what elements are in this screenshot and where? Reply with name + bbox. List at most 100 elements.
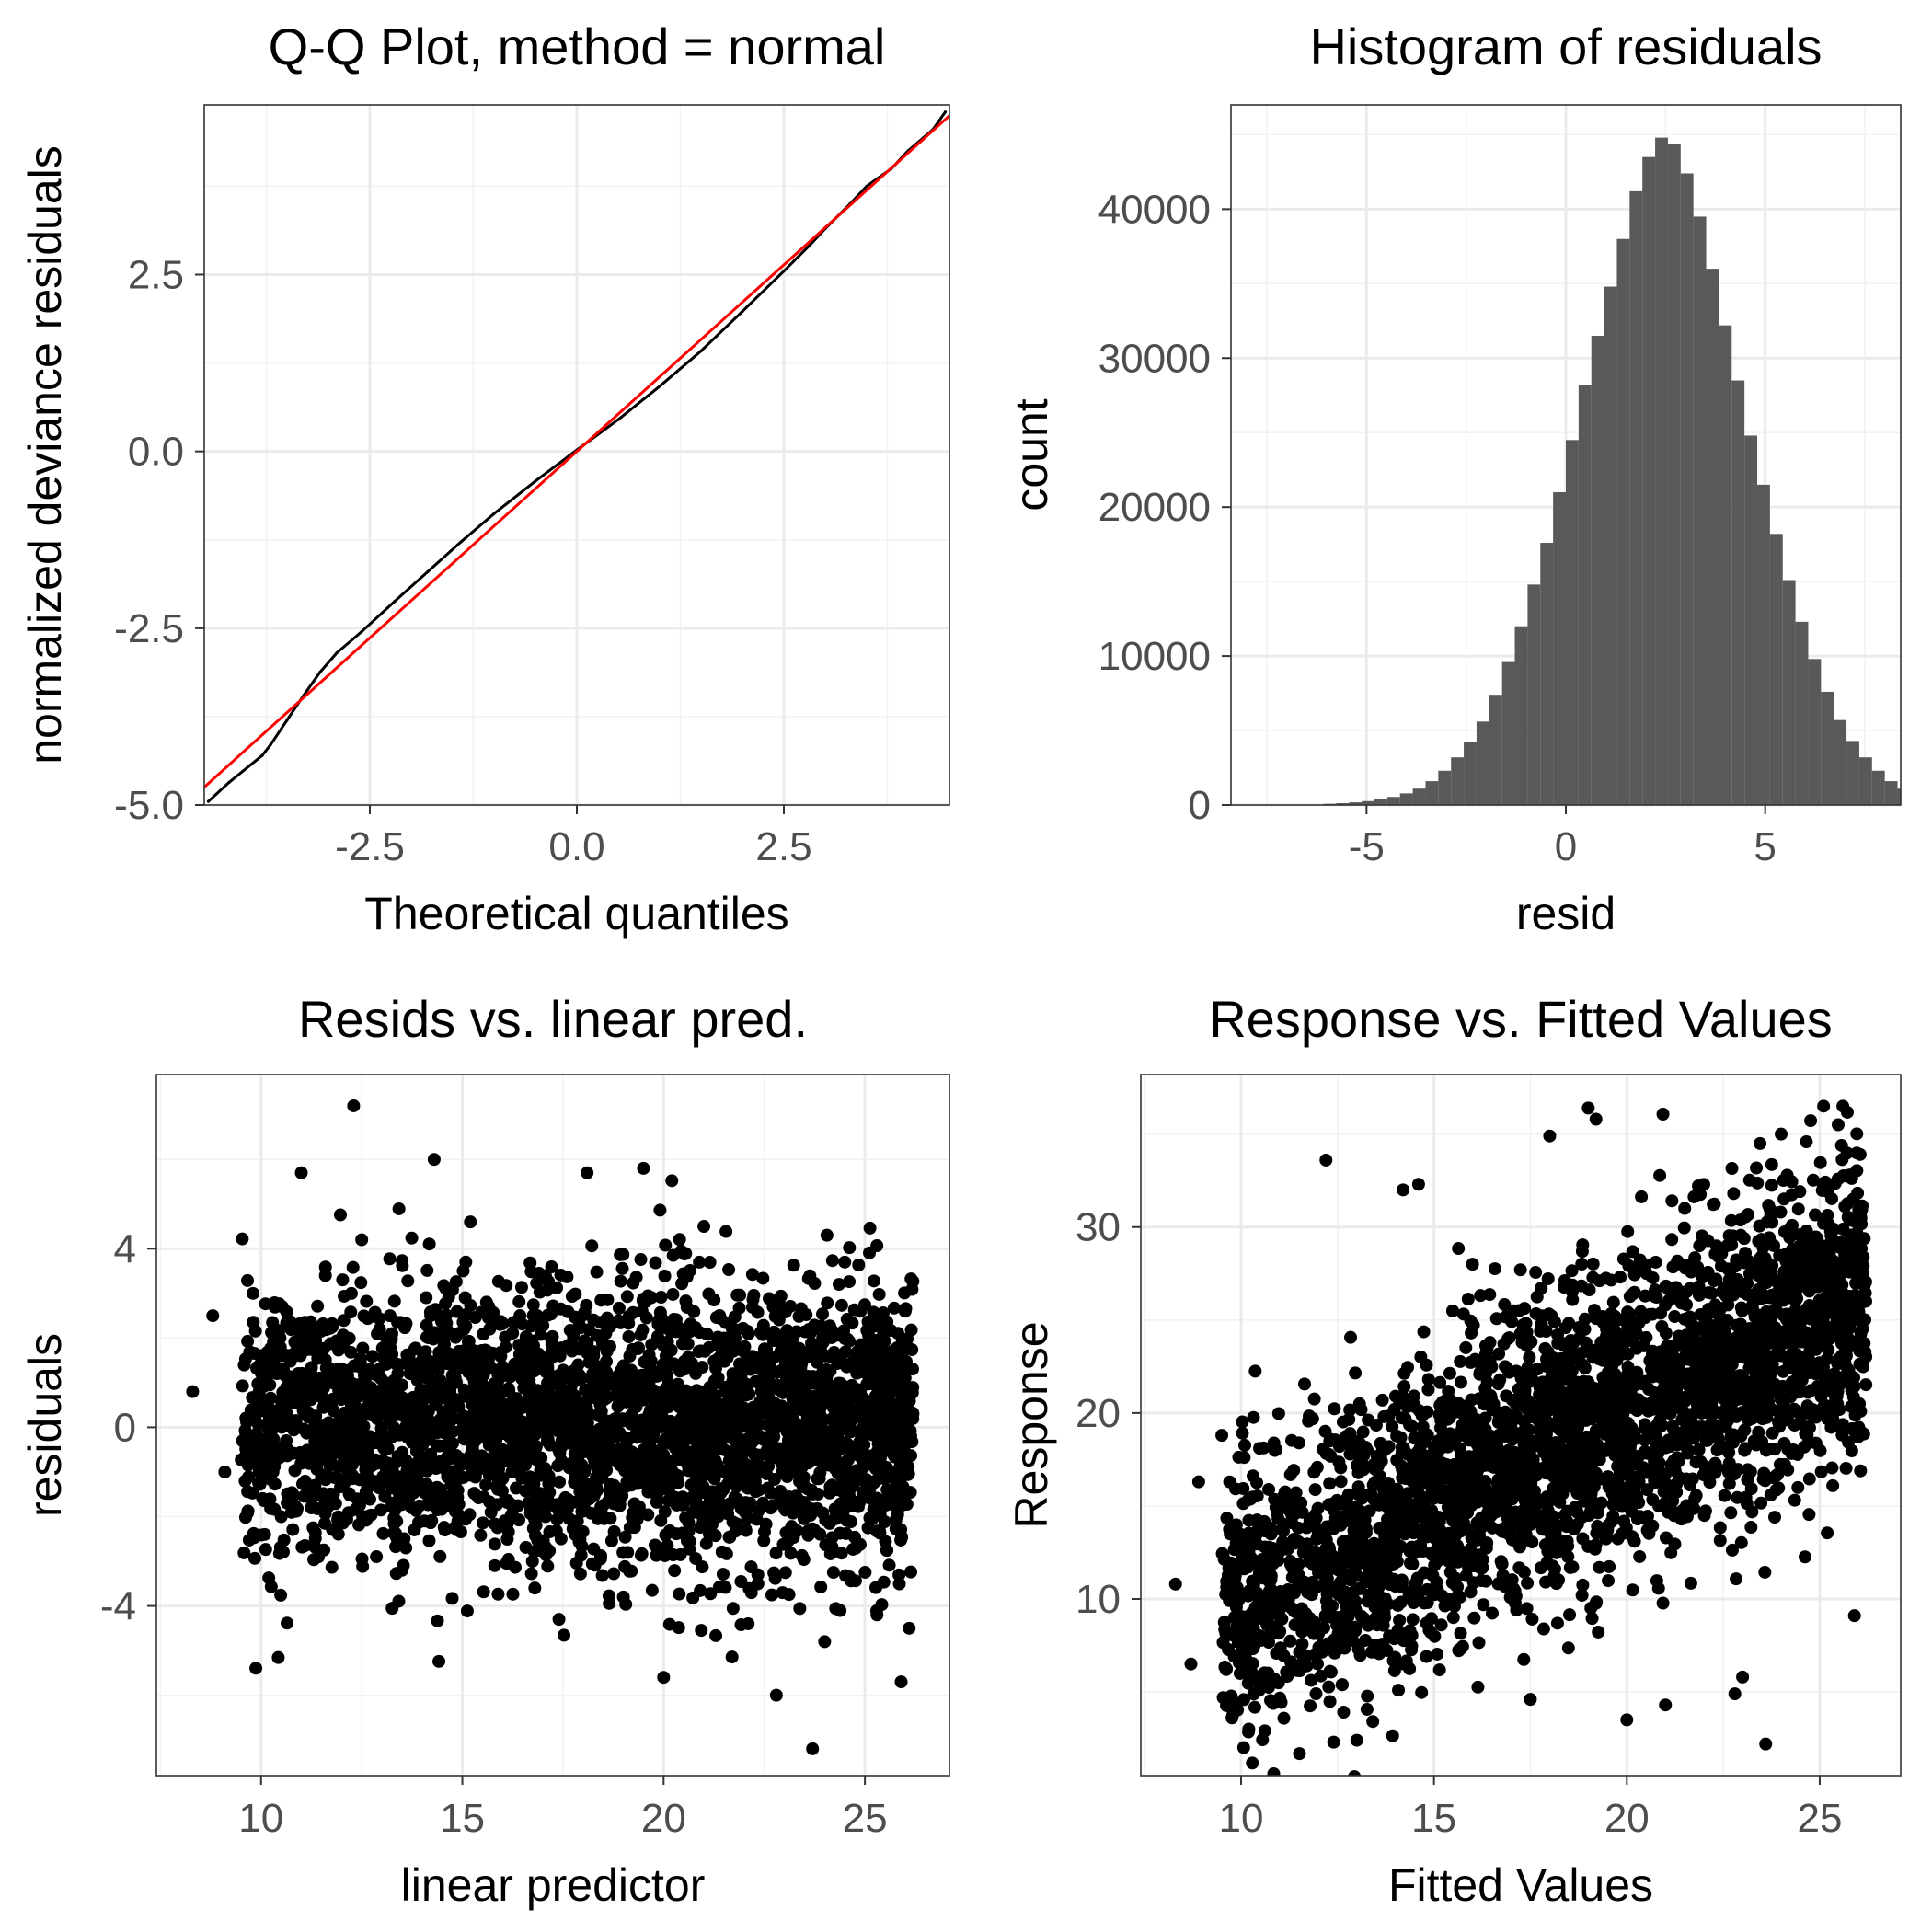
scatter-point: [333, 1208, 347, 1222]
scatter-point: [658, 1270, 672, 1283]
scatter-point: [309, 1409, 323, 1423]
scatter-point: [778, 1566, 792, 1580]
scatter-point: [680, 1300, 694, 1314]
x-tick-label: 25: [843, 1796, 888, 1841]
scatter-point: [741, 1481, 754, 1495]
scatter-point: [519, 1484, 533, 1498]
scatter-point: [574, 1548, 588, 1562]
scatter-point: [448, 1483, 462, 1497]
scatter-point: [1722, 1477, 1736, 1490]
scatter-point: [541, 1559, 555, 1573]
scatter-point: [821, 1296, 834, 1310]
scatter-point: [892, 1568, 906, 1581]
scatter-point: [636, 1323, 650, 1337]
scatter-point: [463, 1508, 477, 1522]
scatter-point: [268, 1478, 282, 1491]
scatter-point: [718, 1381, 731, 1395]
scatter-point: [667, 1357, 681, 1371]
scatter-point: [247, 1316, 260, 1329]
scatter-point: [727, 1369, 741, 1383]
scatter-point: [707, 1374, 721, 1387]
scatter-point: [718, 1415, 731, 1429]
scatter-point: [599, 1327, 613, 1340]
scatter-point: [691, 1499, 705, 1512]
scatter-point: [314, 1324, 328, 1338]
scatter-point: [238, 1423, 252, 1437]
scatter-point: [431, 1439, 444, 1453]
scatter-point: [797, 1470, 811, 1484]
scatter-point: [694, 1409, 707, 1422]
scatter-point: [615, 1412, 629, 1426]
histogram-bar: [1655, 137, 1668, 805]
scatter-point: [1353, 1649, 1367, 1662]
scatter-point: [863, 1221, 877, 1235]
scatter-point: [395, 1378, 408, 1392]
scatter-point: [787, 1400, 800, 1414]
scatter-point: [488, 1537, 501, 1551]
scatter-point: [592, 1388, 606, 1402]
scatter-point: [895, 1342, 909, 1356]
scatter-point: [359, 1463, 373, 1477]
histogram-bar: [1706, 269, 1719, 805]
scatter-point: [582, 1323, 596, 1337]
scatter-point: [696, 1361, 709, 1374]
scatter-point: [810, 1346, 823, 1360]
qq-point: [335, 651, 339, 655]
scatter-point: [634, 1253, 648, 1267]
scatter-point: [344, 1399, 358, 1413]
qq-point: [782, 270, 786, 273]
scatter-point: [623, 1349, 637, 1363]
scatter-point: [1713, 1534, 1727, 1547]
scatter-point: [822, 1516, 836, 1530]
scatter-point: [243, 1345, 257, 1359]
scatter-point: [790, 1386, 804, 1399]
scatter-point: [679, 1384, 693, 1397]
scatter-point: [659, 1238, 673, 1252]
scatter-point: [293, 1445, 307, 1459]
histogram-bar: [1629, 190, 1643, 805]
scatter-point: [464, 1215, 477, 1229]
scatter-point: [311, 1501, 325, 1515]
scatter-point: [822, 1319, 836, 1333]
scatter-point: [857, 1355, 871, 1369]
scatter-point: [255, 1349, 269, 1363]
scatter-point: [858, 1338, 872, 1351]
scatter-point: [445, 1411, 459, 1425]
scatter-point: [720, 1395, 734, 1409]
scatter-point: [898, 1286, 912, 1300]
scatter-point: [803, 1415, 817, 1429]
scatter-point: [390, 1455, 404, 1469]
scatter-point: [256, 1440, 270, 1454]
scatter-point: [819, 1538, 833, 1552]
scatter-point: [886, 1493, 900, 1507]
histogram-bar: [1858, 757, 1872, 805]
scatter-point: [512, 1294, 526, 1308]
scatter-point: [1531, 1363, 1545, 1376]
scatter-point: [1454, 1627, 1467, 1640]
scatter-point: [1566, 1293, 1580, 1306]
scatter-point: [457, 1383, 471, 1397]
x-tick-label: 2.5: [755, 824, 811, 869]
histogram-bar: [1667, 144, 1681, 805]
scatter-point: [1366, 1715, 1380, 1729]
scatter-point: [491, 1368, 505, 1382]
scatter-point: [671, 1451, 684, 1465]
scatter-point: [525, 1472, 539, 1486]
scatter-point: [420, 1263, 434, 1277]
scatter-point: [778, 1305, 792, 1318]
histogram-bar: [1821, 691, 1834, 805]
scatter-point: [893, 1464, 907, 1478]
histogram-bar: [1910, 793, 1923, 805]
scatter-point: [525, 1555, 539, 1569]
y-axis-title: normalized deviance residuals: [19, 145, 71, 765]
scatter-point: [440, 1317, 454, 1330]
scatter-point: [454, 1413, 468, 1427]
x-tick-label: 20: [641, 1796, 686, 1841]
scatter-point: [485, 1419, 499, 1432]
scatter-point: [878, 1414, 891, 1428]
scatter-point: [645, 1452, 659, 1466]
scatter-point: [695, 1624, 708, 1638]
scatter-point: [739, 1361, 753, 1374]
scatter-point: [567, 1495, 581, 1509]
scatter-point: [599, 1460, 613, 1474]
